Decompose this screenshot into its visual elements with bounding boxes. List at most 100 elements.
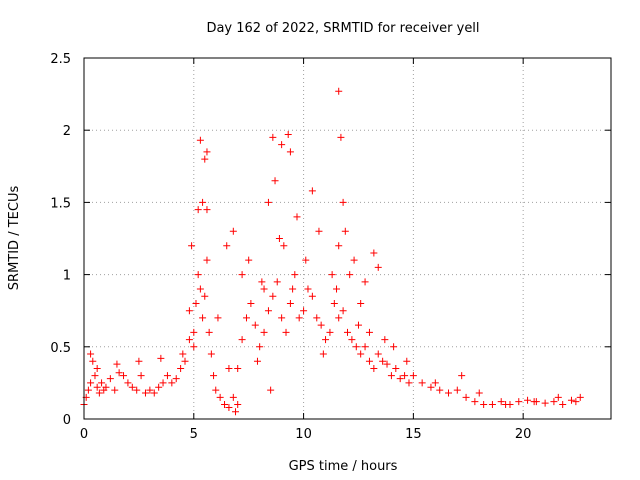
data-point	[431, 379, 439, 387]
data-point	[304, 285, 312, 293]
data-point	[221, 401, 229, 409]
data-point	[392, 364, 400, 372]
data-point	[124, 379, 132, 387]
data-point	[396, 375, 404, 383]
data-point	[370, 249, 378, 257]
data-point	[234, 401, 242, 409]
data-point	[267, 386, 275, 394]
data-point	[354, 321, 362, 329]
data-point	[550, 398, 558, 406]
x-tick-label: 15	[405, 427, 422, 442]
data-point	[497, 398, 505, 406]
data-point	[337, 133, 345, 141]
data-point	[350, 256, 358, 264]
data-point	[361, 343, 369, 351]
data-point	[203, 206, 211, 214]
grid-layer	[84, 58, 611, 419]
data-point	[286, 148, 294, 156]
data-point	[260, 328, 268, 336]
data-point	[185, 307, 193, 315]
data-point	[205, 328, 213, 336]
data-point	[179, 350, 187, 358]
x-tick-label: 10	[295, 427, 312, 442]
data-point	[247, 299, 255, 307]
data-point	[155, 383, 163, 391]
data-point	[115, 369, 123, 377]
data-point	[333, 285, 341, 293]
data-point	[120, 372, 128, 380]
data-point	[328, 271, 336, 279]
data-point	[341, 227, 349, 235]
data-point	[374, 263, 382, 271]
data-point	[293, 213, 301, 221]
data-point	[196, 285, 204, 293]
data-point	[278, 141, 286, 149]
data-point	[190, 343, 198, 351]
data-point	[93, 364, 101, 372]
x-tick-label: 0	[80, 427, 88, 442]
data-point	[427, 383, 435, 391]
data-point	[559, 401, 567, 409]
data-point	[225, 364, 233, 372]
data-point	[357, 299, 365, 307]
data-point	[436, 386, 444, 394]
data-point	[390, 343, 398, 351]
data-point	[315, 227, 323, 235]
x-tick-label: 20	[515, 427, 532, 442]
data-point	[409, 372, 417, 380]
data-point	[196, 136, 204, 144]
data-point	[365, 357, 373, 365]
data-point	[253, 357, 261, 365]
chart-title: Day 162 of 2022, SRMTID for receiver yel…	[206, 21, 479, 36]
data-point	[87, 350, 95, 358]
data-point	[365, 328, 373, 336]
data-point	[462, 393, 470, 401]
data-point	[238, 336, 246, 344]
data-point	[572, 398, 580, 406]
data-point	[264, 307, 272, 315]
y-tick-label: 1	[63, 269, 71, 284]
data-point	[216, 393, 224, 401]
data-point	[370, 364, 378, 372]
data-point	[322, 336, 330, 344]
data-point	[330, 299, 338, 307]
data-point	[172, 375, 180, 383]
data-point	[163, 372, 171, 380]
data-point	[339, 198, 347, 206]
data-point	[269, 292, 277, 300]
data-point	[346, 271, 354, 279]
data-point	[383, 360, 391, 368]
data-point	[339, 307, 347, 315]
data-point	[232, 408, 240, 416]
data-point	[361, 278, 369, 286]
data-point	[319, 350, 327, 358]
tick-layer	[83, 57, 611, 420]
data-point	[212, 386, 220, 394]
data-point	[445, 389, 453, 397]
data-point	[84, 386, 92, 394]
data-point	[133, 386, 141, 394]
data-point	[260, 285, 268, 293]
data-point	[488, 401, 496, 409]
y-tick-label: 0	[63, 413, 71, 428]
data-point	[229, 393, 237, 401]
data-point	[203, 148, 211, 156]
data-point	[128, 383, 136, 391]
data-point	[214, 314, 222, 322]
data-point	[291, 271, 299, 279]
y-tick-labels: 0 0.5 1 1.5 2 2.5	[50, 52, 71, 428]
data-point	[405, 379, 413, 387]
data-point	[199, 198, 207, 206]
data-point	[113, 360, 121, 368]
data-point	[515, 398, 523, 406]
data-point	[256, 343, 264, 351]
data-point	[201, 155, 209, 163]
data-point	[401, 372, 409, 380]
data-point	[282, 328, 290, 336]
data-point	[278, 314, 286, 322]
data-point	[201, 292, 209, 300]
data-point	[137, 372, 145, 380]
data-point	[188, 242, 196, 250]
data-point	[87, 379, 95, 387]
